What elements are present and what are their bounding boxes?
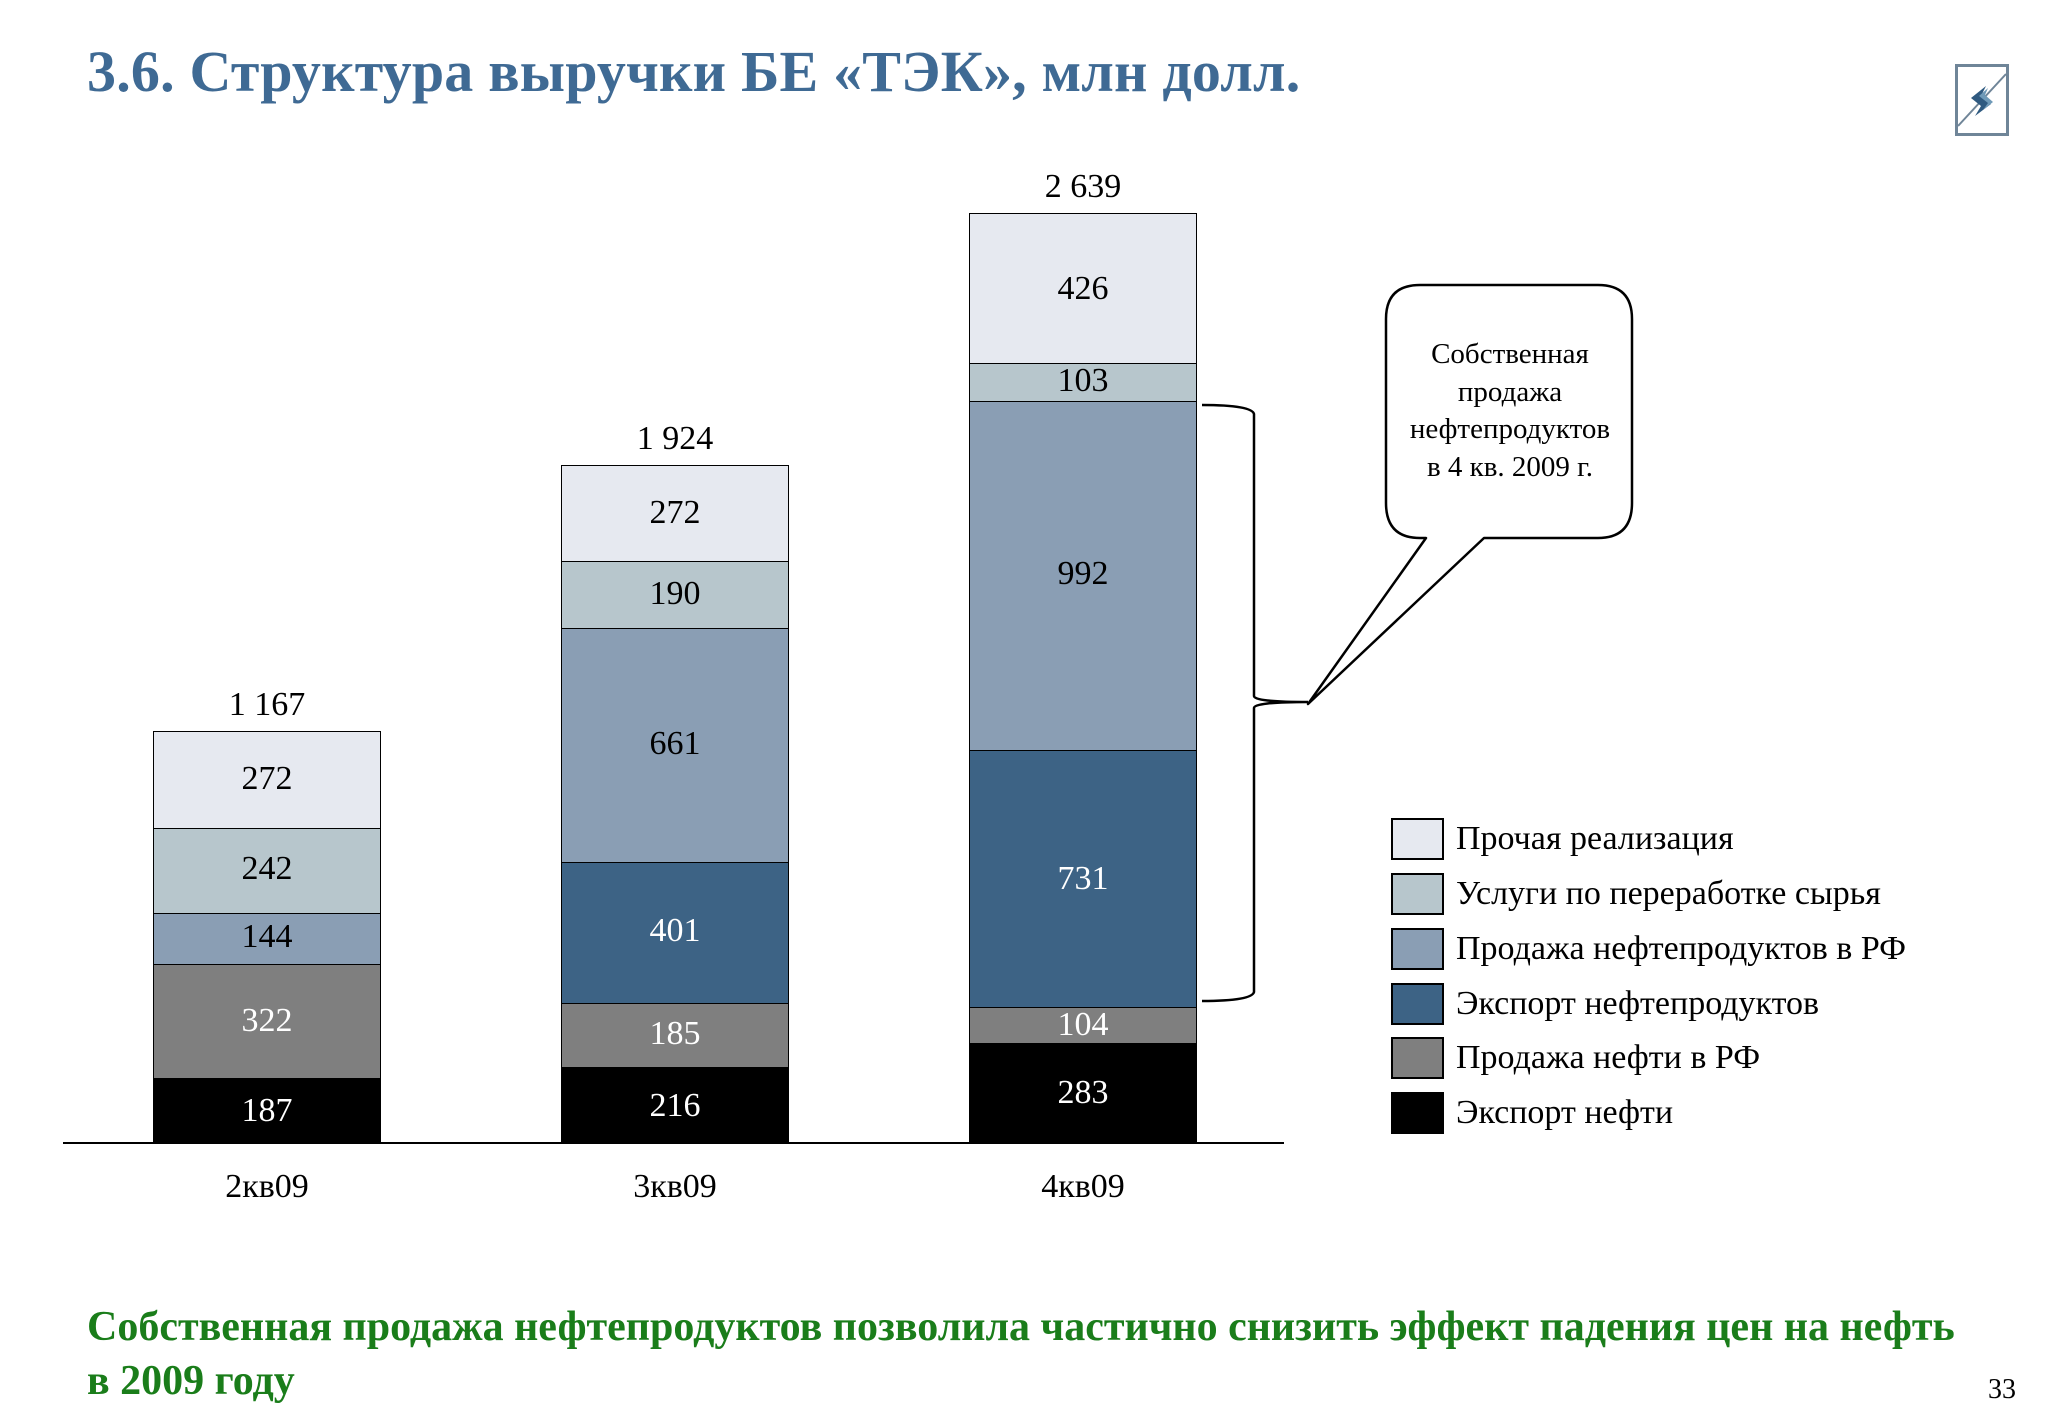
legend-label: Экспорт нефтепродуктов: [1456, 985, 1820, 1022]
legend-swatch: [1391, 928, 1444, 970]
segment-product-sales-rf: [153, 913, 381, 965]
bar-total-label: 1 167: [228, 686, 306, 723]
segment-oil-export: [561, 1067, 789, 1144]
segment-value-label: 426: [1057, 270, 1109, 307]
page-number: 33: [1988, 1374, 2016, 1405]
legend-label: Услуги по переработке сырья: [1456, 875, 1881, 912]
segment-product-sales-rf: [969, 401, 1197, 751]
callout-text: Собственная продажа нефтепродуктов в 4 к…: [1390, 336, 1630, 486]
bar-total-label: 1 924: [636, 420, 714, 457]
segment-value-label: 272: [649, 494, 701, 531]
segment-oil-sales-rf: [561, 1003, 789, 1068]
segment-value-label: 187: [241, 1092, 293, 1129]
segment-value-label: 103: [1057, 362, 1109, 399]
callout-line: в 4 кв. 2009 г.: [1426, 450, 1594, 483]
legend-label: Продажа нефтепродуктов в РФ: [1456, 930, 1907, 967]
legend-swatch: [1391, 1092, 1444, 1134]
segment-processing-services: [561, 561, 789, 629]
segment-oil-export: [969, 1043, 1197, 1144]
legend-label: Продажа нефти в РФ: [1456, 1039, 1761, 1076]
conclusion-text: Собственная продажа нефтепродуктов позво…: [87, 1304, 1955, 1404]
segment-value-label: 283: [1057, 1074, 1109, 1111]
segment-oil-sales-rf: [153, 964, 381, 1079]
segment-value-label: 322: [241, 1002, 293, 1039]
callout-line: продажа: [1457, 375, 1563, 408]
legend-swatch: [1391, 1037, 1444, 1079]
legend-label: Экспорт нефти: [1456, 1094, 1674, 1131]
category-label: 2кв09: [225, 1168, 309, 1205]
bar-4kv09: 2 639 426 103 992 731 104 283 4кв09: [969, 0, 1197, 1418]
x-axis-line: [63, 1142, 1284, 1144]
category-label: 4кв09: [1041, 1168, 1125, 1205]
segment-processing-services: [969, 363, 1197, 402]
legend-swatch: [1391, 818, 1444, 860]
page-title: 3.6. Структура выручки БЕ «ТЭК», млн дол…: [87, 39, 1301, 104]
segment-product-export: [561, 862, 789, 1004]
bar-2kv09: 1 167 272 242 144 322 187 2кв09: [153, 0, 381, 1418]
callout-line: Собственная: [1431, 338, 1589, 370]
segment-value-label: 190: [649, 575, 701, 612]
segment-value-label: 104: [1057, 1006, 1109, 1043]
company-logo-icon: [1955, 64, 2009, 136]
bar-3kv09: 1 924 272 190 661 401 185 216 3кв09: [561, 0, 789, 1418]
legend-swatch: [1391, 983, 1444, 1025]
bar-total-label: 2 639: [1044, 168, 1122, 205]
segment-value-label: 144: [241, 918, 293, 955]
segment-processing-services: [153, 828, 381, 914]
segment-product-sales-rf: [561, 628, 789, 863]
segment-value-label: 272: [241, 760, 293, 797]
segment-value-label: 242: [241, 850, 293, 887]
segment-value-label: 992: [1057, 555, 1109, 592]
segment-value-label: 216: [649, 1087, 701, 1124]
segment-value-label: 401: [649, 912, 701, 949]
segment-other-sales: [969, 213, 1197, 364]
legend-swatch: [1391, 873, 1444, 915]
segment-value-label: 185: [649, 1015, 701, 1052]
category-label: 3кв09: [633, 1168, 717, 1205]
segment-value-label: 661: [649, 725, 701, 762]
callout-line: нефтепродуктов: [1409, 413, 1611, 445]
segment-value-label: 731: [1057, 860, 1109, 897]
segment-oil-export: [153, 1078, 381, 1144]
legend-label: Прочая реализация: [1456, 820, 1734, 857]
